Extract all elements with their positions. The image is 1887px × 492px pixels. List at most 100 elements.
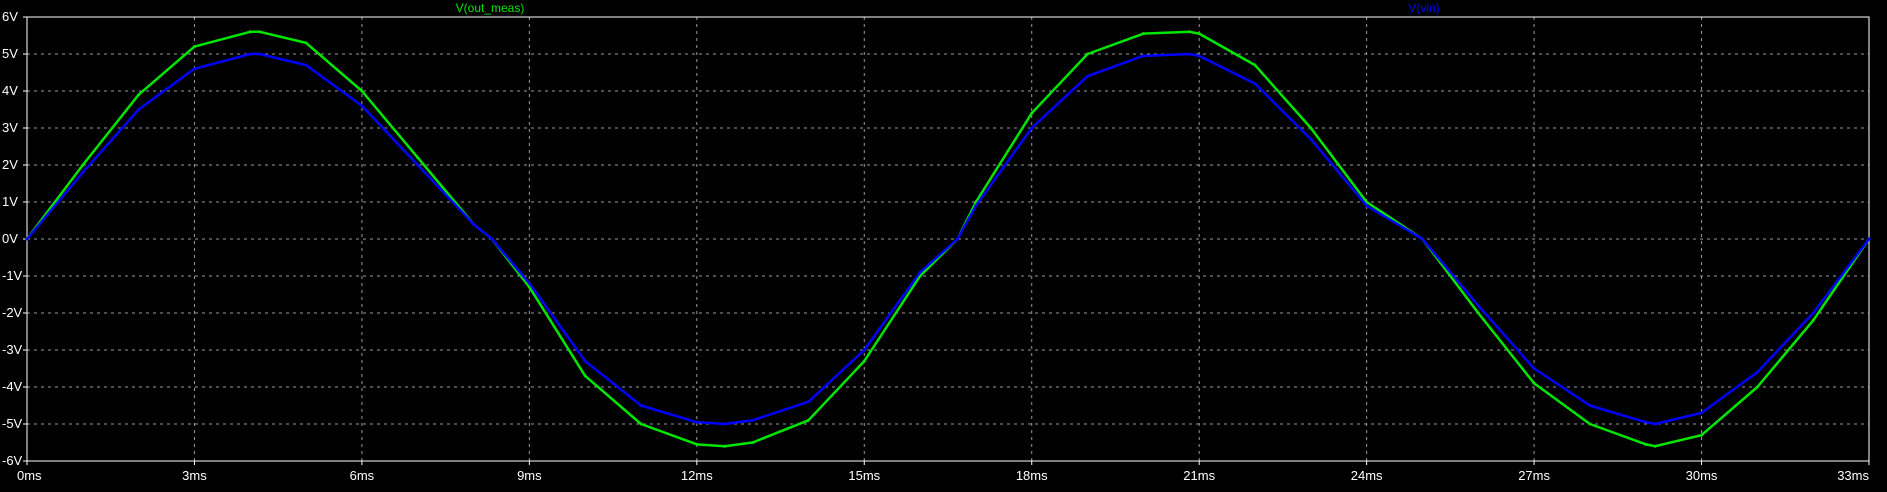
data-point bbox=[974, 204, 978, 208]
data-point bbox=[81, 170, 85, 174]
legend-label[interactable]: V(out_meas) bbox=[456, 1, 525, 15]
x-tick-label: 9ms bbox=[517, 468, 542, 483]
y-tick-label: 5V bbox=[2, 46, 18, 61]
data-point bbox=[723, 444, 727, 448]
y-tick-label: -4V bbox=[2, 379, 23, 394]
data-point bbox=[258, 30, 262, 34]
x-tick-label: 15ms bbox=[848, 468, 880, 483]
data-point bbox=[1755, 370, 1759, 374]
x-tick-label: 18ms bbox=[1016, 468, 1048, 483]
y-tick-label: 6V bbox=[2, 9, 18, 24]
x-tick-label: 21ms bbox=[1183, 468, 1215, 483]
data-point bbox=[1588, 422, 1592, 426]
data-point bbox=[1700, 411, 1704, 415]
data-point bbox=[416, 163, 420, 167]
data-point bbox=[490, 237, 494, 241]
data-point bbox=[1811, 318, 1815, 322]
data-point bbox=[472, 222, 476, 226]
y-tick-label: 4V bbox=[2, 83, 18, 98]
data-point bbox=[583, 374, 587, 378]
data-point bbox=[955, 237, 959, 241]
data-point bbox=[1141, 32, 1145, 36]
data-point bbox=[304, 41, 308, 45]
data-point bbox=[1365, 200, 1369, 204]
x-tick-label: 6ms bbox=[350, 468, 375, 483]
x-tick-label: 12ms bbox=[681, 468, 713, 483]
data-point bbox=[1755, 385, 1759, 389]
data-point bbox=[1811, 311, 1815, 315]
data-point bbox=[1030, 126, 1034, 130]
data-point bbox=[695, 420, 699, 424]
data-point bbox=[862, 348, 866, 352]
data-point bbox=[258, 52, 262, 56]
x-tick-label: 33ms bbox=[1837, 468, 1869, 483]
data-point bbox=[1309, 137, 1313, 141]
data-point bbox=[751, 418, 755, 422]
legend-label[interactable]: V(vin) bbox=[1408, 1, 1439, 15]
data-point bbox=[1197, 54, 1201, 58]
data-point bbox=[1532, 367, 1536, 370]
data-point bbox=[1188, 30, 1192, 34]
data-point bbox=[1653, 444, 1657, 448]
data-point bbox=[1253, 82, 1257, 86]
data-point bbox=[1532, 381, 1536, 385]
data-point bbox=[918, 270, 922, 274]
series-line bbox=[26, 52, 1870, 426]
y-tick-label: 2V bbox=[2, 157, 18, 172]
data-point bbox=[248, 52, 252, 56]
x-tick-label: 0ms bbox=[17, 468, 42, 483]
data-point bbox=[1030, 111, 1034, 115]
data-point bbox=[1700, 433, 1704, 437]
data-point bbox=[1644, 442, 1648, 446]
data-point bbox=[583, 359, 587, 363]
y-tick-label: 0V bbox=[2, 231, 18, 246]
data-point bbox=[1476, 311, 1480, 315]
data-point bbox=[639, 422, 643, 426]
data-point bbox=[137, 108, 141, 111]
data-point bbox=[1653, 422, 1657, 426]
y-tick-label: -2V bbox=[2, 305, 23, 320]
y-tick-label: 1V bbox=[2, 194, 18, 209]
x-tick-label: 24ms bbox=[1351, 468, 1383, 483]
series-layer bbox=[25, 30, 1871, 448]
x-tick-label: 3ms bbox=[182, 468, 207, 483]
y-tick-label: -5V bbox=[2, 416, 23, 431]
y-tick-label: -1V bbox=[2, 268, 23, 283]
data-point bbox=[25, 237, 29, 241]
data-point bbox=[695, 442, 699, 446]
data-point bbox=[1365, 204, 1369, 208]
data-point bbox=[1644, 420, 1648, 424]
data-point bbox=[806, 400, 810, 404]
data-point bbox=[723, 422, 727, 426]
data-point bbox=[1253, 63, 1257, 67]
data-point bbox=[862, 359, 866, 363]
data-point bbox=[1476, 304, 1480, 308]
legend: V(out_meas) V(vin) bbox=[456, 1, 1440, 15]
x-tick-label: 27ms bbox=[1518, 468, 1550, 483]
data-point bbox=[1197, 32, 1201, 36]
data-point bbox=[1309, 126, 1313, 130]
y-tick-label: 3V bbox=[2, 120, 18, 135]
data-point bbox=[1086, 74, 1090, 78]
y-tick-label: -3V bbox=[2, 342, 23, 357]
data-point bbox=[192, 45, 196, 49]
data-point bbox=[1588, 404, 1592, 407]
x-tick-label: 30ms bbox=[1686, 468, 1718, 483]
data-point bbox=[416, 156, 420, 160]
data-point bbox=[360, 89, 364, 93]
data-point bbox=[1188, 52, 1192, 56]
data-point bbox=[137, 93, 141, 97]
data-point bbox=[1867, 237, 1871, 241]
data-point bbox=[1086, 52, 1090, 56]
data-point bbox=[1420, 237, 1424, 241]
data-point bbox=[360, 104, 364, 108]
data-point bbox=[81, 163, 85, 167]
data-point bbox=[751, 441, 755, 444]
data-point bbox=[1141, 54, 1145, 58]
series-line bbox=[26, 30, 1871, 448]
data-point bbox=[639, 404, 643, 407]
y-tick-label: -6V bbox=[2, 453, 23, 468]
data-point bbox=[527, 281, 531, 285]
